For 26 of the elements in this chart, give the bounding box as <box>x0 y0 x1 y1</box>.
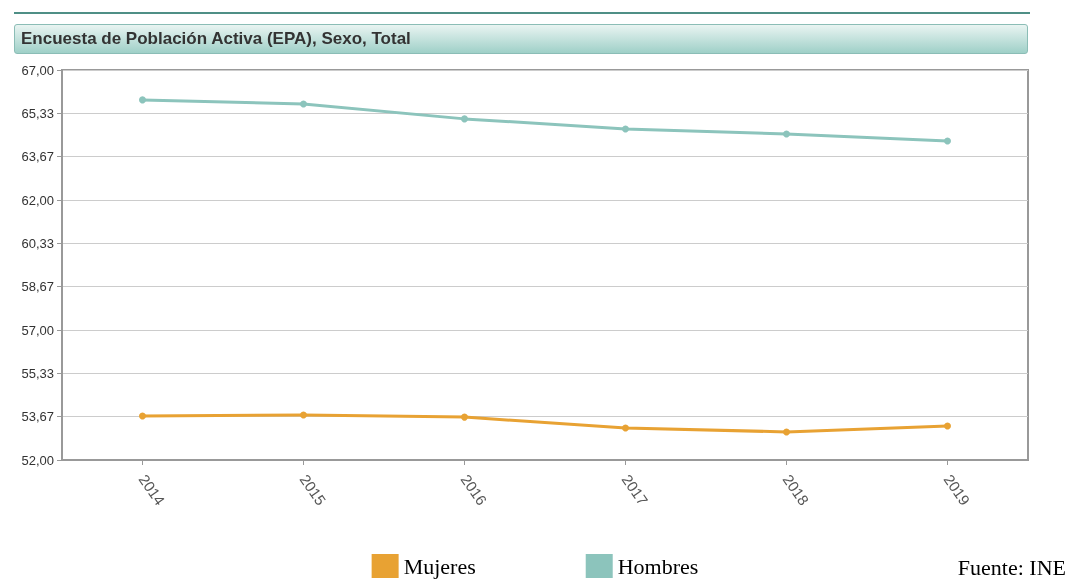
legend-label: Mujeres <box>403 553 476 579</box>
point <box>944 137 951 145</box>
y-tick-label: 52,00 <box>21 452 54 468</box>
y-tick-label: 55,33 <box>21 365 54 381</box>
y-tick-label: 60,33 <box>21 235 54 251</box>
point <box>139 96 146 104</box>
point <box>139 412 146 420</box>
point <box>300 100 307 108</box>
point <box>783 428 790 436</box>
y-tick-label: 62,00 <box>21 192 54 208</box>
legend-label: Hombres <box>617 553 699 579</box>
point <box>622 125 629 133</box>
y-tick-label: 57,00 <box>21 322 54 338</box>
point <box>300 411 307 419</box>
point <box>461 115 468 123</box>
point <box>783 130 790 138</box>
point <box>622 424 629 432</box>
y-tick-label: 63,67 <box>21 149 54 165</box>
point <box>944 422 951 430</box>
chart-title: Encuesta de Población Activa (EPA), Sexo, Total <box>14 24 1028 54</box>
y-tick-label: 67,00 <box>21 62 54 78</box>
point <box>461 413 468 421</box>
source-note: Fuente: INE <box>957 555 1066 581</box>
y-tick-label: 53,67 <box>21 409 54 425</box>
y-tick-label: 58,67 <box>21 279 54 295</box>
y-tick-label: 65,33 <box>21 105 54 121</box>
